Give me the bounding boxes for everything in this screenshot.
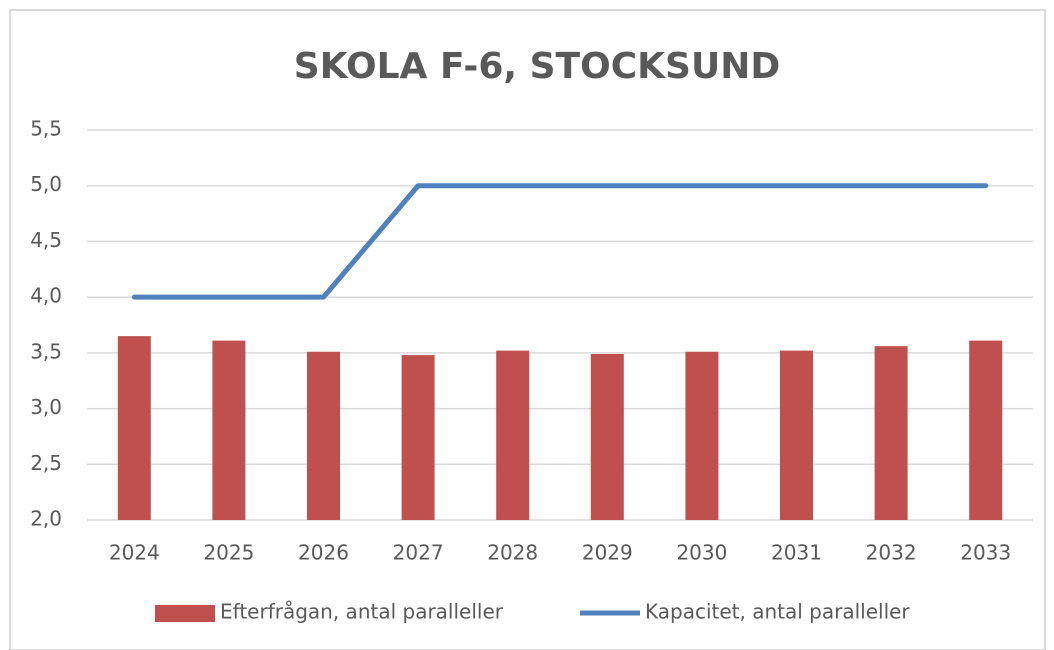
- bar: [117, 336, 151, 520]
- bar: [969, 340, 1003, 520]
- y-tick-label: 2,0: [30, 507, 62, 531]
- y-tick-label: 4,0: [30, 284, 62, 308]
- bar: [496, 350, 530, 520]
- chart-title: SKOLA F-6, STOCKSUND: [294, 46, 780, 87]
- x-tick-label: 2025: [203, 541, 254, 565]
- x-tick-label: 2027: [393, 541, 444, 565]
- y-tick-label: 4,5: [30, 228, 62, 252]
- y-tick-label: 3,5: [30, 339, 62, 363]
- bar: [307, 351, 340, 520]
- legend-label: Kapacitet, antal paralleller: [645, 600, 910, 624]
- y-tick-label: 2,5: [30, 451, 62, 475]
- bar: [780, 350, 813, 520]
- x-tick-label: 2031: [771, 541, 822, 565]
- bar: [874, 346, 908, 520]
- bar: [401, 355, 435, 520]
- x-tick-label: 2032: [866, 541, 917, 565]
- x-tick-label: 2026: [298, 541, 349, 565]
- bar: [212, 340, 246, 520]
- chart-border: [9, 9, 1046, 650]
- y-tick-label: 5,5: [30, 117, 62, 141]
- legend-swatch: [155, 605, 215, 622]
- y-tick-label: 3,0: [30, 395, 62, 419]
- x-tick-label: 2028: [487, 541, 538, 565]
- x-tick-label: 2033: [960, 541, 1011, 565]
- bar: [685, 351, 719, 520]
- x-tick-label: 2029: [582, 541, 633, 565]
- y-tick-label: 5,0: [30, 172, 62, 196]
- x-tick-label: 2024: [109, 541, 160, 565]
- legend-label: Efterfrågan, antal paralleller: [220, 600, 504, 624]
- bar: [590, 353, 624, 520]
- line: [131, 183, 989, 300]
- x-tick-label: 2030: [676, 541, 727, 565]
